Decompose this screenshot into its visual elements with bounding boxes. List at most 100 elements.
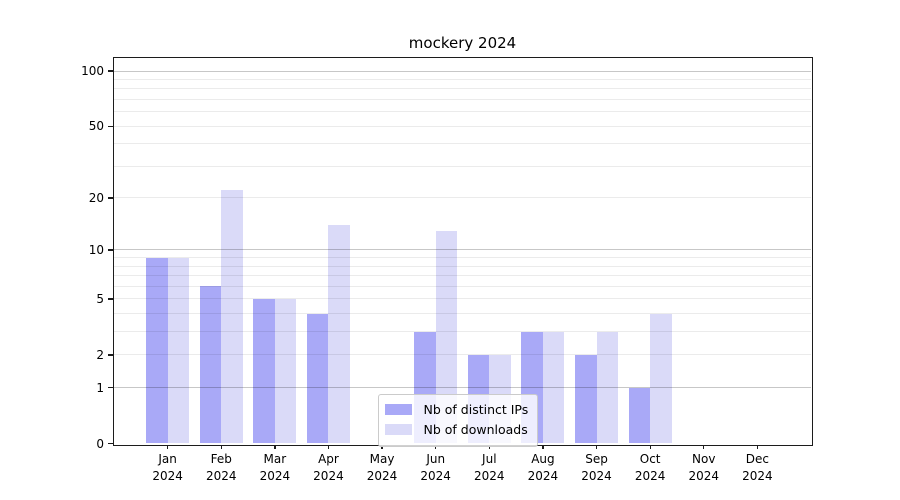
legend-row: Nb of distinct IPs: [384, 400, 529, 420]
x-tick-mark: [542, 444, 544, 450]
x-tick-year: 2024: [527, 468, 559, 483]
chart-title: mockery 2024: [408, 34, 517, 52]
x-tick-month: Sep: [585, 451, 608, 466]
x-tick-month: Jan: [158, 451, 177, 466]
bar: [274, 298, 297, 444]
x-tick-label: Feb 2024: [188, 451, 254, 485]
y-tick-mark: [108, 354, 114, 356]
gridline-major: [114, 249, 811, 251]
legend: Nb of distinct IPs Nb of downloads: [377, 393, 539, 447]
bar: [221, 190, 243, 444]
legend-row: Nb of downloads: [384, 420, 529, 440]
x-tick-year: 2024: [420, 468, 451, 483]
x-tick-month: Nov: [692, 451, 716, 466]
x-tick-mark: [595, 444, 598, 450]
x-tick-year: 2024: [313, 468, 344, 483]
x-tick-label: Aug 2024: [510, 451, 576, 485]
y-tick-label: 100: [81, 64, 104, 79]
y-tick-label: 50: [88, 119, 104, 134]
x-tick-month: Apr: [318, 451, 339, 466]
bar: [575, 354, 597, 444]
x-tick-mark: [327, 444, 330, 450]
gridline-major: [114, 70, 811, 72]
x-tick-month: Feb: [210, 451, 232, 466]
x-tick-mark: [167, 444, 169, 450]
x-tick-month: Aug: [531, 451, 555, 466]
x-tick-label: Oct 2024: [617, 451, 683, 485]
bar: [328, 224, 350, 444]
bar: [628, 387, 651, 444]
x-tick-month: Jul: [482, 451, 497, 466]
y-tick-mark: [108, 70, 114, 72]
y-tick-mark: [108, 386, 114, 389]
legend-label: Nb of downloads: [423, 422, 528, 437]
x-tick-label: Apr 2024: [295, 451, 361, 485]
legend-swatch: [384, 424, 412, 435]
gridline-minor: [114, 125, 811, 127]
x-tick-mark: [488, 444, 490, 450]
x-tick-label: Mar 2024: [242, 451, 308, 485]
gridline-minor: [114, 275, 811, 277]
y-tick-mark: [108, 197, 114, 199]
x-tick-mark: [649, 444, 651, 450]
bar: [167, 257, 190, 444]
y-tick-mark: [108, 249, 114, 251]
gridline-major: [114, 387, 811, 389]
x-tick-mark: [381, 444, 383, 450]
bar: [199, 286, 222, 444]
x-tick-month: May: [369, 451, 395, 466]
gridline-minor: [114, 331, 811, 333]
y-tick-mark: [108, 298, 114, 300]
gridline-minor: [114, 78, 811, 80]
x-tick-month: Jun: [426, 451, 446, 466]
x-tick-mark: [274, 444, 276, 450]
plot-area: Nb of distinct IPs Nb of downloads: [114, 58, 811, 447]
x-tick-year: 2024: [205, 468, 237, 483]
bar: [146, 257, 168, 444]
x-tick-label: Nov 2024: [671, 451, 737, 485]
y-tick-label: 10: [88, 242, 104, 257]
grid-layer: [114, 58, 811, 444]
x-tick-month: Dec: [745, 451, 769, 466]
gridline-minor: [114, 298, 811, 300]
x-tick-label: Jan 2024: [135, 451, 201, 485]
y-tick-mark: [108, 442, 114, 445]
x-tick-year: 2024: [474, 468, 505, 483]
gridline-minor: [114, 165, 811, 167]
gridline-minor: [114, 197, 811, 199]
x-tick-mark: [703, 444, 705, 450]
x-tick-year: 2024: [366, 468, 398, 483]
gridline-minor: [114, 88, 811, 90]
y-tick-label: 5: [96, 291, 104, 306]
x-tick-mark: [756, 444, 759, 450]
x-tick-label: Sep 2024: [564, 451, 630, 485]
x-tick-label: Dec 2024: [724, 451, 790, 485]
bar: [307, 313, 329, 444]
x-tick-label: May 2024: [349, 451, 415, 485]
gridline-minor: [114, 99, 811, 100]
x-tick-year: 2024: [688, 468, 720, 483]
bar: [253, 298, 275, 444]
gridline-minor: [114, 143, 811, 145]
legend-swatch: [384, 404, 412, 415]
gridline-minor: [114, 257, 811, 259]
gridline-minor: [114, 354, 811, 356]
gridline-minor: [114, 265, 811, 267]
x-tick-year: 2024: [581, 468, 612, 483]
x-tick-mark: [220, 444, 222, 450]
y-tick-label: 2: [96, 347, 104, 362]
x-tick-year: 2024: [742, 468, 773, 483]
bar: [596, 331, 618, 444]
y-tick-label: 0: [96, 436, 104, 451]
gridline-minor: [114, 313, 811, 315]
x-tick-year: 2024: [152, 468, 183, 483]
bar: [542, 331, 565, 444]
y-tick-label: 20: [88, 190, 104, 205]
y-tick-label: 1: [96, 380, 104, 395]
x-tick-label: Jun 2024: [403, 451, 469, 485]
legend-label: Nb of distinct IPs: [423, 402, 529, 417]
bar: [650, 313, 672, 444]
x-tick-mark: [435, 444, 437, 450]
gridline-minor: [114, 285, 811, 287]
